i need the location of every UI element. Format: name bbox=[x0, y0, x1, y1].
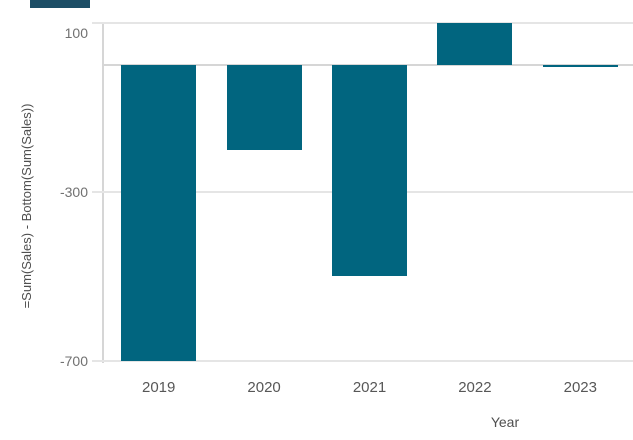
bar-2019[interactable] bbox=[121, 65, 197, 361]
top-left-artifact-bar bbox=[30, 0, 90, 8]
x-tick-label: 2023 bbox=[563, 379, 597, 396]
x-tick-label: 2022 bbox=[458, 379, 492, 396]
y-axis-title: =Sum(Sales) - Bottom(Sum(Sales)) bbox=[19, 103, 34, 309]
y-tick-label: 100 bbox=[64, 24, 88, 41]
bar-2022[interactable] bbox=[437, 22, 513, 65]
bar-2020[interactable] bbox=[226, 65, 302, 150]
x-tick-label: 2021 bbox=[352, 379, 387, 396]
x-tick-label: 2020 bbox=[247, 379, 281, 396]
bar-2021[interactable] bbox=[332, 65, 407, 277]
y-tick-label: -700 bbox=[59, 352, 88, 369]
y-tick-label: -300 bbox=[59, 183, 88, 200]
x-axis-title: Year bbox=[490, 414, 520, 430]
bar-2023[interactable] bbox=[542, 65, 618, 68]
gridline bbox=[92, 359, 633, 362]
x-tick-label: 2019 bbox=[142, 379, 176, 396]
gridline bbox=[92, 21, 633, 24]
